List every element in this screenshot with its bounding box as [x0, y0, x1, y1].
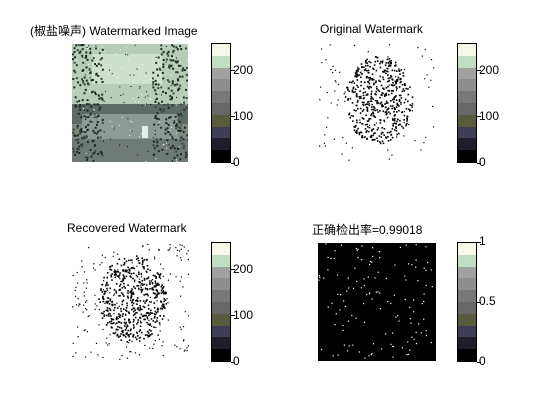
colorbar-segment: [458, 102, 476, 115]
colorbar-segment: [458, 301, 476, 314]
colorbar-segment: [212, 79, 230, 92]
colorbar-original: [457, 43, 477, 163]
colorbar-segment: [458, 278, 476, 291]
colorbar-segment: [212, 102, 230, 115]
colorbar-tick-label: 200: [479, 63, 500, 77]
colorbar-tick: [231, 315, 235, 316]
colorbar-segment: [212, 44, 230, 56]
colorbar-tick-label: 1: [479, 234, 486, 248]
colorbar-segment: [458, 266, 476, 279]
colorbar-segment: [212, 301, 230, 314]
colorbar-segment: [212, 114, 230, 127]
colorbar-segment: [212, 138, 230, 151]
colorbar-segment: [458, 67, 476, 80]
colorbar-segment: [458, 290, 476, 302]
colorbar-segment: [458, 150, 476, 162]
colorbar-tick-label: 0: [233, 354, 240, 368]
colorbar-tick: [231, 163, 235, 164]
colorbar-difference: [457, 242, 477, 362]
colorbar-tick: [231, 362, 235, 363]
colorbar-segment: [458, 138, 476, 151]
colorbar-segment: [458, 126, 476, 139]
colorbar-tick-label: 200: [233, 262, 254, 276]
colorbar-segment: [458, 337, 476, 350]
colorbar-tick: [477, 116, 481, 117]
panel-title-original: Original Watermark: [320, 22, 423, 36]
colorbar-tick-label: 0: [479, 354, 486, 368]
colorbar-tick: [477, 70, 481, 71]
colorbar-segment: [458, 79, 476, 92]
panel-title-recovered: Recovered Watermark: [67, 221, 187, 235]
colorbar-segment: [212, 91, 230, 103]
colorbar-segment: [458, 91, 476, 103]
colorbar-segment: [458, 55, 476, 68]
colorbar-segment: [212, 325, 230, 338]
colorbar-segment: [212, 290, 230, 302]
colorbar-segment: [212, 278, 230, 291]
original-watermark-image: [318, 44, 436, 162]
colorbar-tick-label: 200: [233, 63, 254, 77]
difference-image: [318, 243, 436, 361]
colorbar-segment: [458, 44, 476, 56]
colorbar-tick: [477, 163, 481, 164]
colorbar-segment: [212, 243, 230, 255]
colorbar-recovered: [211, 242, 231, 362]
colorbar-segment: [212, 349, 230, 361]
colorbar-tick: [231, 269, 235, 270]
colorbar-tick: [231, 116, 235, 117]
colorbar-segment: [212, 67, 230, 80]
colorbar-segment: [212, 313, 230, 326]
colorbar-segment: [212, 150, 230, 162]
colorbar-segment: [212, 126, 230, 139]
recovered-watermark-image: [72, 243, 190, 361]
colorbar-segment: [458, 114, 476, 127]
colorbar-segment: [458, 254, 476, 267]
colorbar-tick: [231, 70, 235, 71]
colorbar-tick-label: 0.5: [479, 294, 496, 308]
colorbar-watermarked: [211, 43, 231, 163]
colorbar-segment: [212, 266, 230, 279]
colorbar-tick-label: 100: [233, 109, 254, 123]
colorbar-tick: [477, 362, 481, 363]
panel-title-detection-rate: 正确检出率=0.99018: [312, 223, 423, 237]
colorbar-segment: [212, 254, 230, 267]
colorbar-segment: [458, 349, 476, 361]
colorbar-segment: [458, 243, 476, 255]
colorbar-tick: [477, 242, 481, 243]
colorbar-tick-label: 0: [233, 155, 240, 169]
colorbar-tick-label: 0: [479, 155, 486, 169]
colorbar-tick-label: 100: [479, 109, 500, 123]
colorbar-segment: [212, 337, 230, 350]
colorbar-segment: [458, 325, 476, 338]
colorbar-tick-label: 100: [233, 308, 254, 322]
watermarked-image: [72, 44, 188, 162]
colorbar-segment: [458, 313, 476, 326]
colorbar-segment: [212, 55, 230, 68]
panel-title-watermarked: (椒盐噪声) Watermarked Image: [30, 24, 198, 38]
colorbar-tick: [477, 302, 481, 303]
